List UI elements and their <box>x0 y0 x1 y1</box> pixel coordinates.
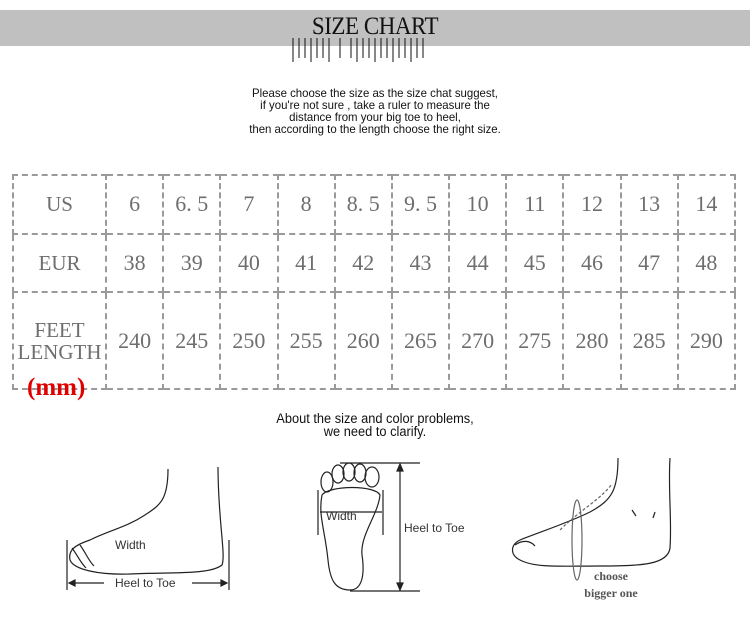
intro-line: distance from your big toe to heel, <box>289 110 461 124</box>
intro-line: if you're not sure , take a ruler to mea… <box>260 98 490 112</box>
table-cell: 275 <box>505 291 565 390</box>
table-row: FEET LENGTH 240 245 250 255 260 265 270 275 280 28… <box>12 291 737 390</box>
table-cell: 42 <box>333 232 393 294</box>
side-foot-diagram: Width Heel to Toe <box>66 466 230 590</box>
side-length-label: Heel to Toe <box>115 576 176 590</box>
clarify-line: we need to clarify. <box>323 424 427 439</box>
table-cell: 6. 5 <box>162 174 222 235</box>
table-cell: 240 <box>104 291 165 390</box>
table-cell: 8. 5 <box>333 174 393 235</box>
foot-diagrams: Width Heel to Toe Width Heel to Toe choo… <box>66 457 672 600</box>
table-cell: 48 <box>676 232 737 294</box>
page-title: SIZE CHART <box>311 13 439 40</box>
table-cell: 38 <box>104 232 165 294</box>
table-cell: 11 <box>505 174 565 235</box>
row-label: FEET LENGTH <box>12 291 107 390</box>
table-cell: 12 <box>562 174 622 235</box>
table-cell: 46 <box>562 232 622 294</box>
table-cell: 14 <box>676 174 737 235</box>
table-cell: 45 <box>505 232 565 294</box>
table-cell: 10 <box>448 174 508 235</box>
table-cell: 285 <box>619 291 679 390</box>
clarify-line: About the size and color problems, <box>276 411 474 426</box>
table-cell: 270 <box>448 291 508 390</box>
table-cell: 6 <box>104 174 165 235</box>
table-row: EUR 38 39 40 41 42 43 44 45 46 47 48 <box>12 232 737 294</box>
size-table: US 6 6. 5 7 8 8. 5 9. 5 10 11 12 13 14 EUR 38 39 40 41 42… <box>12 174 737 390</box>
table-cell: 260 <box>333 291 393 390</box>
table-cell: 290 <box>676 291 737 390</box>
intro-text: Please choose the size as the size chat … <box>0 87 750 135</box>
table-cell: 9. 5 <box>390 174 451 235</box>
toe-fit-diagram: choose bigger one <box>511 457 672 600</box>
table-cell: 47 <box>619 232 679 294</box>
table-cell: 7 <box>219 174 279 235</box>
table-cell: 245 <box>162 291 222 390</box>
table-cell: 255 <box>276 291 336 390</box>
table-cell: 280 <box>562 291 622 390</box>
table-cell: 44 <box>448 232 508 294</box>
sole-diagram: Width Heel to Toe <box>317 462 465 592</box>
table-cell: 265 <box>390 291 451 390</box>
intro-line: Please choose the size as the size chat … <box>252 86 498 100</box>
table-cell: 43 <box>390 232 451 294</box>
table-cell: 8 <box>276 174 336 235</box>
table-row: US 6 6. 5 7 8 8. 5 9. 5 10 11 12 13 14 <box>12 174 737 235</box>
table-cell: 13 <box>619 174 679 235</box>
table-cell: 39 <box>162 232 222 294</box>
row-label: EUR <box>12 232 107 294</box>
table-cell: 40 <box>219 232 279 294</box>
tip-line-2: bigger one <box>584 586 638 600</box>
intro-line: then according to the length choose the … <box>249 122 501 136</box>
sole-length-label: Heel to Toe <box>404 521 465 535</box>
sole-width-label: Width <box>326 509 357 523</box>
tip-line-1: choose <box>594 569 629 583</box>
table-cell: 250 <box>219 291 279 390</box>
table-cell: 41 <box>276 232 336 294</box>
barcode-decoration <box>292 38 424 62</box>
unit-label: (mm) <box>27 374 86 401</box>
side-width-label: Width <box>115 538 146 552</box>
row-label: US <box>12 174 107 235</box>
clarify-text: About the size and color problems, we ne… <box>0 411 750 439</box>
